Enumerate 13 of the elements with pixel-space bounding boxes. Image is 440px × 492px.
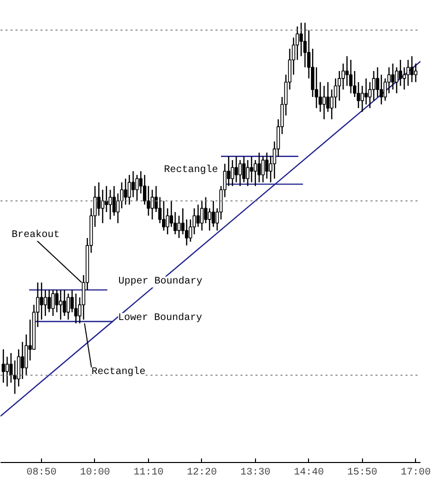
annotation: Breakout (12, 229, 60, 242)
annotation: Rectangle (92, 366, 146, 378)
annotation: Upper Boundary (118, 275, 202, 288)
annotation: Rectangle (164, 164, 218, 176)
x-tick-label: 17:00 (400, 468, 431, 478)
x-tick-label: 10:00 (80, 468, 110, 478)
annotation: Lower Boundary (118, 312, 202, 324)
x-tick-label: 13:30 (240, 468, 270, 478)
x-tick-label: 15:50 (347, 468, 378, 478)
x-tick-label: 08:50 (26, 468, 57, 478)
x-tick-label: 14:40 (294, 468, 324, 478)
x-tick-label: 12:20 (186, 468, 217, 478)
x-tick-label: 11:10 (133, 468, 164, 478)
